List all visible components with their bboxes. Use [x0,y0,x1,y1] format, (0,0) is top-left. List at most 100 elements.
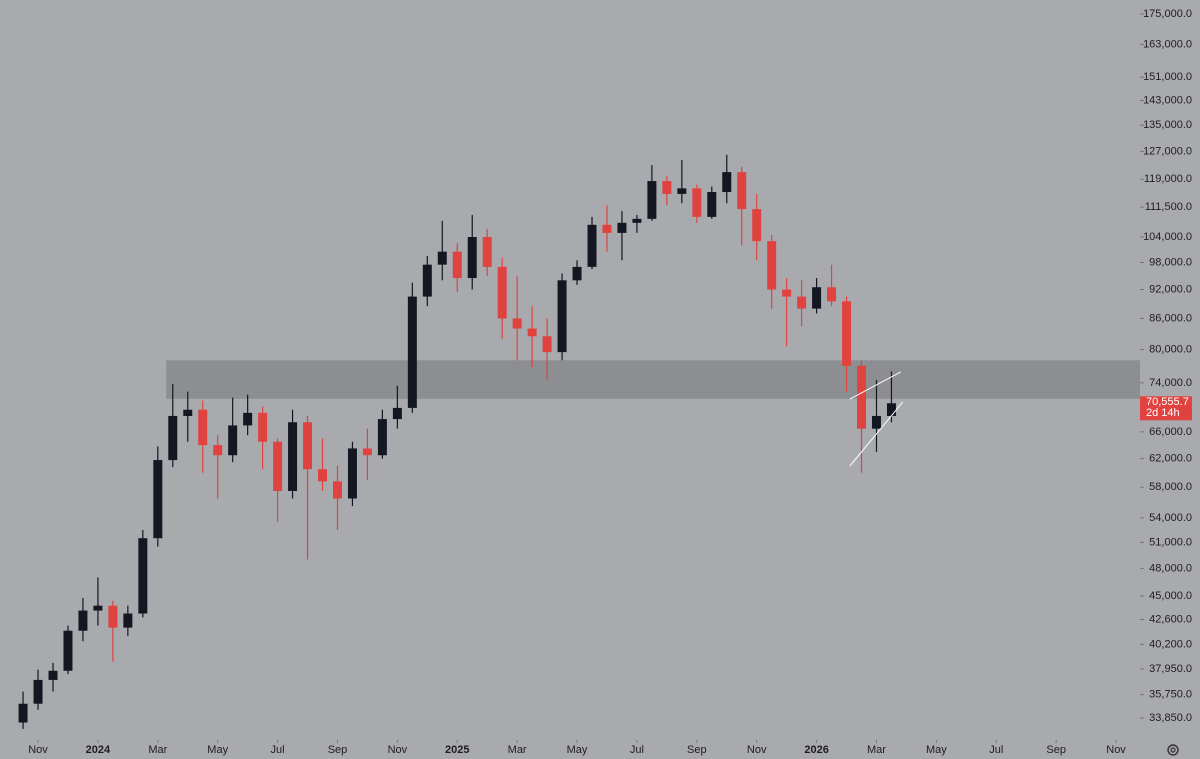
x-tick-label: Nov [28,744,48,756]
x-tick-label: 2025 [445,744,469,756]
candle-body [138,538,148,614]
candle-body [557,280,567,353]
candle-body [692,188,702,217]
zone-layer [166,360,1140,399]
candle-body [752,209,762,242]
candle-body [452,251,462,279]
y-tick-label: 54,000.0 [1149,512,1192,524]
x-tick-label: Mar [148,744,167,756]
y-tick-label: 48,000.0 [1149,562,1192,574]
candle-body [48,670,58,680]
candle-body [886,403,896,416]
y-tick-label: 80,000.0 [1149,343,1192,355]
x-tick-label: Mar [867,744,886,756]
candle-body [183,409,193,416]
y-tick-label: 51,000.0 [1149,536,1192,548]
x-tick-label: Jul [630,744,644,756]
candle-body [392,407,402,420]
candle-body [318,469,327,482]
y-tick-label: 66,000.0 [1149,426,1192,438]
y-tick-label: 163,000.0 [1143,38,1192,50]
candle-body [153,460,163,539]
x-tick-label: Jul [271,744,285,756]
candle-body [497,266,507,319]
candle-body [617,222,627,233]
last-price-box [1140,396,1192,421]
y-tick-label: 33,850.0 [1149,712,1192,724]
candle-body [437,251,447,265]
x-tick-label: 2026 [804,744,828,756]
candle-body [243,412,253,426]
x-tick-label: 2024 [86,744,111,756]
y-tick-label: 175,000.0 [1143,8,1192,20]
candle-body [707,192,717,217]
axis-layer: 175,000.0 163,000.0 151,000.0 143,000.0 135,… [28,8,1192,756]
y-tick-label: 58,000.0 [1149,481,1192,493]
candle-body [108,605,118,628]
candle-body [677,188,687,194]
candle-layer [18,154,904,729]
y-tick-label: 143,000.0 [1143,94,1192,106]
gear-ring [1167,744,1179,756]
x-tick-label: May [567,744,588,756]
x-tick-label: Nov [747,744,767,756]
candle-body [332,481,342,499]
y-tick-label: 111,500.0 [1145,201,1192,213]
candle-body [632,218,642,223]
candle-body [722,172,732,193]
y-tick-label: 104,000.0 [1143,231,1192,243]
trendline [849,401,904,467]
candle-body [572,266,582,281]
candle-body [407,296,417,408]
x-tick-label: May [207,744,228,756]
candle-body [587,224,597,267]
y-tick-label: 135,000.0 [1143,119,1192,131]
candle-body [527,328,537,337]
candle-body [78,610,88,631]
trendline [849,371,901,400]
gear-hub [1170,747,1176,753]
candle-body [93,605,103,611]
candle-body [228,425,238,456]
candle-body [18,703,28,723]
candle-body [168,415,178,461]
y-tick-label: 62,000.0 [1149,453,1192,465]
candle-body [347,448,357,499]
x-tick-label: Jul [989,744,1003,756]
x-tick-label: Sep [1046,744,1066,756]
y-tick-label: 37,950.0 [1149,663,1192,675]
candle-body [871,415,881,429]
x-tick-label: Mar [508,744,527,756]
candle-body [647,181,657,219]
candle-body [482,237,492,267]
candle-body [512,318,522,329]
candle-body [213,445,223,456]
y-tick-label: 151,000.0 [1143,71,1192,83]
x-tick-label: Nov [388,744,408,756]
x-tick-label: Sep [328,744,348,756]
y-tick-label: 127,000.0 [1143,145,1192,157]
candle-body [542,336,552,353]
candle-body [467,237,477,279]
candle-body [422,264,432,297]
settings-icon[interactable] [1167,744,1179,756]
candle-body [827,287,837,302]
y-tick-label: 92,000.0 [1149,283,1192,295]
candle-body [362,448,372,456]
y-tick-label: 119,000.0 [1144,173,1192,185]
candle-body [303,422,313,470]
y-tick-label: 45,000.0 [1149,590,1192,602]
candle-body [198,409,208,446]
x-tick-label: May [926,744,947,756]
candle-body [123,613,133,628]
last-price-label: 70,555.7 [1146,396,1189,408]
candle-body [767,241,777,290]
y-tick-label: 98,000.0 [1149,256,1192,268]
x-tick-label: Sep [687,744,707,756]
candle-body [288,422,298,491]
y-tick-label: 35,750.0 [1149,689,1192,701]
candle-body [273,441,283,491]
candle-body [842,301,852,366]
